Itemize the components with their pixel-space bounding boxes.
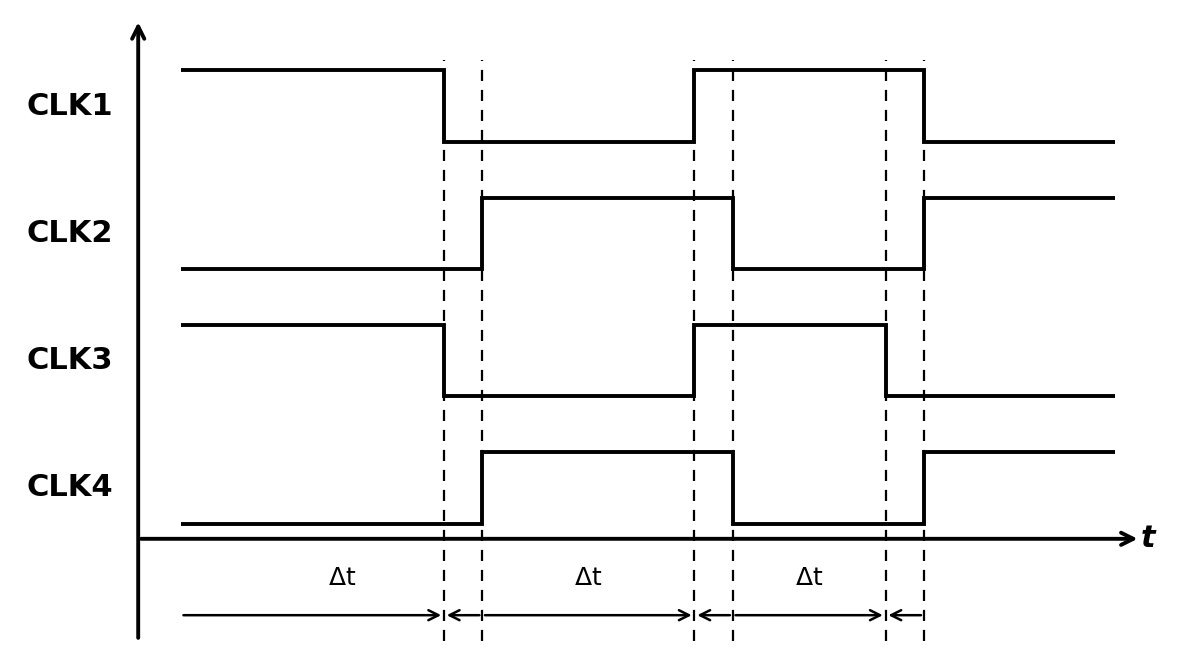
Text: CLK3: CLK3 [26, 346, 113, 375]
Text: t: t [1140, 524, 1155, 553]
Text: $\Delta$t: $\Delta$t [327, 566, 356, 590]
Text: $\Delta$t: $\Delta$t [574, 566, 602, 590]
Text: CLK2: CLK2 [26, 219, 113, 248]
Text: CLK4: CLK4 [26, 474, 113, 502]
Text: $\Delta$t: $\Delta$t [795, 566, 824, 590]
Text: CLK1: CLK1 [26, 92, 113, 121]
